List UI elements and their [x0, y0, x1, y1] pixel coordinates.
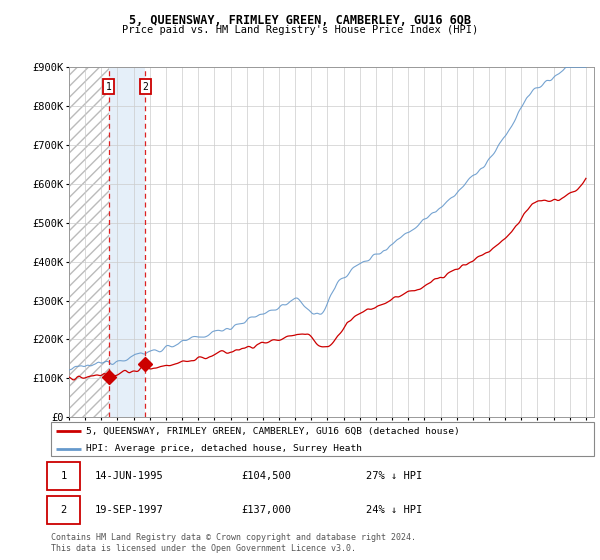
- Text: Contains HM Land Registry data © Crown copyright and database right 2024.
This d: Contains HM Land Registry data © Crown c…: [51, 533, 416, 553]
- FancyBboxPatch shape: [47, 462, 80, 490]
- Bar: [109, 67, 145, 417]
- Text: 1: 1: [61, 471, 67, 481]
- Text: 24% ↓ HPI: 24% ↓ HPI: [366, 505, 422, 515]
- Text: £104,500: £104,500: [241, 471, 291, 481]
- Text: HPI: Average price, detached house, Surrey Heath: HPI: Average price, detached house, Surr…: [86, 444, 362, 453]
- Text: 2: 2: [61, 505, 67, 515]
- Text: 14-JUN-1995: 14-JUN-1995: [94, 471, 163, 481]
- Text: 19-SEP-1997: 19-SEP-1997: [94, 505, 163, 515]
- Text: 2: 2: [142, 82, 148, 92]
- Bar: [69, 67, 109, 417]
- Text: 5, QUEENSWAY, FRIMLEY GREEN, CAMBERLEY, GU16 6QB (detached house): 5, QUEENSWAY, FRIMLEY GREEN, CAMBERLEY, …: [86, 427, 460, 436]
- Text: Price paid vs. HM Land Registry's House Price Index (HPI): Price paid vs. HM Land Registry's House …: [122, 25, 478, 35]
- FancyBboxPatch shape: [51, 422, 594, 456]
- Text: 1: 1: [106, 82, 112, 92]
- Text: 5, QUEENSWAY, FRIMLEY GREEN, CAMBERLEY, GU16 6QB: 5, QUEENSWAY, FRIMLEY GREEN, CAMBERLEY, …: [129, 14, 471, 27]
- FancyBboxPatch shape: [47, 496, 80, 524]
- Text: 27% ↓ HPI: 27% ↓ HPI: [366, 471, 422, 481]
- Text: £137,000: £137,000: [241, 505, 291, 515]
